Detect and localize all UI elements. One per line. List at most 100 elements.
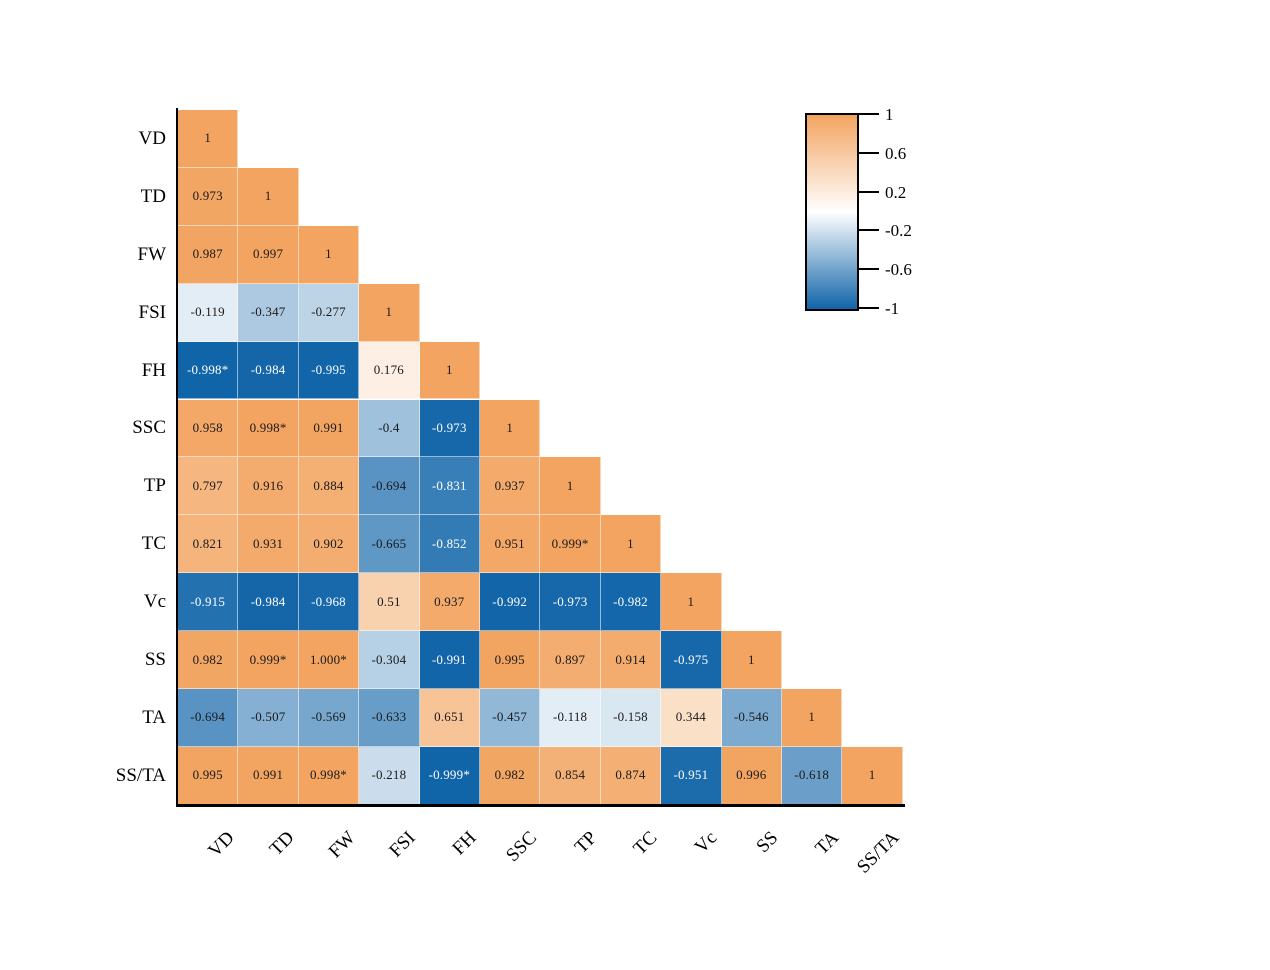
matrix-cell: 1.000* — [298, 631, 360, 689]
matrix-cell: -0.973 — [419, 399, 480, 458]
y-axis-label: FW — [137, 243, 167, 265]
x-axis-label: FW — [324, 827, 360, 863]
matrix-cell: 0.987 — [178, 225, 239, 284]
cell-value: -0.694 — [190, 709, 226, 725]
matrix-cell: 1 — [600, 515, 662, 574]
colorbar-gradient — [807, 115, 857, 309]
matrix-cell: -0.158 — [600, 689, 662, 747]
matrix-cell: 1 — [359, 283, 420, 342]
colorbar-tick-label: 1 — [885, 105, 894, 124]
cell-value: 0.991 — [313, 419, 344, 435]
matrix-cell: -0.968 — [298, 573, 360, 632]
matrix-cell: -0.569 — [298, 689, 360, 747]
cell-value: 0.997 — [252, 246, 284, 262]
cell-value: -0.507 — [250, 709, 286, 725]
colorbar-tick-label: -0.2 — [885, 221, 912, 241]
x-axis-label: SSC — [501, 827, 541, 867]
colorbar-tick-label: 0.6 — [885, 143, 907, 163]
x-axis-label: Vc — [691, 827, 722, 858]
cell-value: 0.998* — [310, 767, 347, 783]
cell-value: -0.665 — [371, 535, 407, 551]
matrix-cell: -0.999* — [419, 746, 480, 805]
cell-value: 0.651 — [434, 709, 465, 725]
cell-value: -0.277 — [311, 304, 346, 320]
cell-value: 0.991 — [252, 767, 284, 783]
cell-value: 0.884 — [313, 477, 344, 493]
cell-value: 1 — [385, 304, 393, 320]
cell-value: -0.347 — [250, 304, 286, 320]
colorbar-tick-mark — [859, 307, 879, 309]
cell-value: 0.902 — [313, 535, 344, 551]
matrix-cell: -0.831 — [419, 457, 480, 516]
matrix-cell: 0.821 — [178, 515, 239, 574]
matrix-cell: 0.651 — [419, 689, 480, 747]
matrix-cell: -0.618 — [782, 746, 843, 805]
cell-value: 0.916 — [252, 477, 284, 493]
cell-value: 0.987 — [192, 246, 223, 262]
heatmap-plot-area: 1 0.973 1 0.987 0.997 1 -0.119 -0.347 -0.277 1 -0.… — [178, 110, 903, 805]
matrix-cell: -0.507 — [238, 689, 299, 747]
cell-value: 0.931 — [252, 535, 284, 551]
cell-value: -0.984 — [250, 362, 286, 378]
cell-value: 0.958 — [192, 419, 223, 435]
matrix-cell: 1 — [540, 457, 601, 516]
cell-value: 0.344 — [675, 709, 706, 725]
matrix-cell: 1 — [842, 746, 903, 805]
matrix-cell: 0.982 — [480, 746, 541, 805]
x-axis-label: TA — [810, 827, 843, 859]
matrix-cell: -0.277 — [298, 283, 360, 342]
colorbar-tick-label: -0.6 — [885, 260, 912, 280]
cell-value: 1 — [627, 535, 634, 551]
x-axis-line — [175, 804, 905, 807]
cell-value: -0.4 — [378, 419, 400, 435]
matrix-cell: 0.51 — [359, 573, 420, 632]
matrix-cell: 0.991 — [298, 399, 360, 458]
x-axis-label: SS/TA — [852, 827, 903, 878]
cell-value: 0.854 — [554, 767, 586, 783]
y-axis-label: SSC — [132, 417, 166, 439]
cell-value: -0.457 — [492, 709, 528, 725]
x-axis-label: TD — [266, 827, 299, 861]
cell-value: 0.821 — [192, 535, 223, 551]
cell-value: -0.218 — [371, 767, 407, 783]
cell-value: -0.973 — [552, 593, 588, 609]
y-axis-label: TD — [140, 185, 166, 207]
matrix-cell: -0.118 — [540, 689, 601, 747]
cell-value: 1 — [204, 130, 212, 146]
cell-value: 1 — [868, 767, 876, 783]
x-axis-label: TP — [570, 827, 601, 858]
cell-value: -0.999* — [428, 767, 471, 783]
cell-value: 0.937 — [434, 593, 465, 609]
matrix-cell: 1 — [298, 225, 360, 284]
y-axis-label: TP — [143, 475, 166, 497]
cell-value: 0.999* — [551, 535, 589, 551]
cell-value: -0.998* — [186, 362, 229, 378]
cell-value: 0.999* — [249, 651, 287, 667]
matrix-cell: 0.996 — [721, 746, 782, 805]
cell-value: -0.915 — [190, 593, 226, 609]
cell-value: 0.973 — [192, 188, 223, 204]
cell-value: -0.569 — [311, 709, 346, 725]
cell-value: -0.951 — [673, 767, 709, 783]
colorbar-tick-mark — [859, 190, 879, 193]
x-axis-label: TC — [629, 827, 662, 860]
cell-value: -0.973 — [431, 419, 467, 435]
colorbar-tick-mark — [859, 151, 879, 154]
matrix-cell: 0.951 — [480, 515, 541, 574]
cell-value: -0.118 — [552, 709, 588, 725]
matrix-cell: -0.982 — [600, 573, 662, 632]
cell-value: 0.176 — [373, 362, 404, 378]
y-axis-label: TC — [141, 533, 166, 555]
cell-value: 0.982 — [494, 767, 525, 783]
cell-value: 0.797 — [192, 477, 223, 493]
matrix-cell: -0.694 — [178, 689, 239, 747]
matrix-cell: 0.897 — [540, 631, 601, 689]
cell-value: 1.000* — [310, 651, 347, 667]
matrix-cell: 0.931 — [238, 515, 299, 574]
cell-value: 0.897 — [554, 651, 586, 667]
cell-value: -0.618 — [794, 767, 830, 783]
matrix-cell: -0.973 — [540, 573, 601, 632]
matrix-cell: -0.304 — [359, 631, 420, 689]
cell-value: -0.304 — [371, 651, 407, 667]
